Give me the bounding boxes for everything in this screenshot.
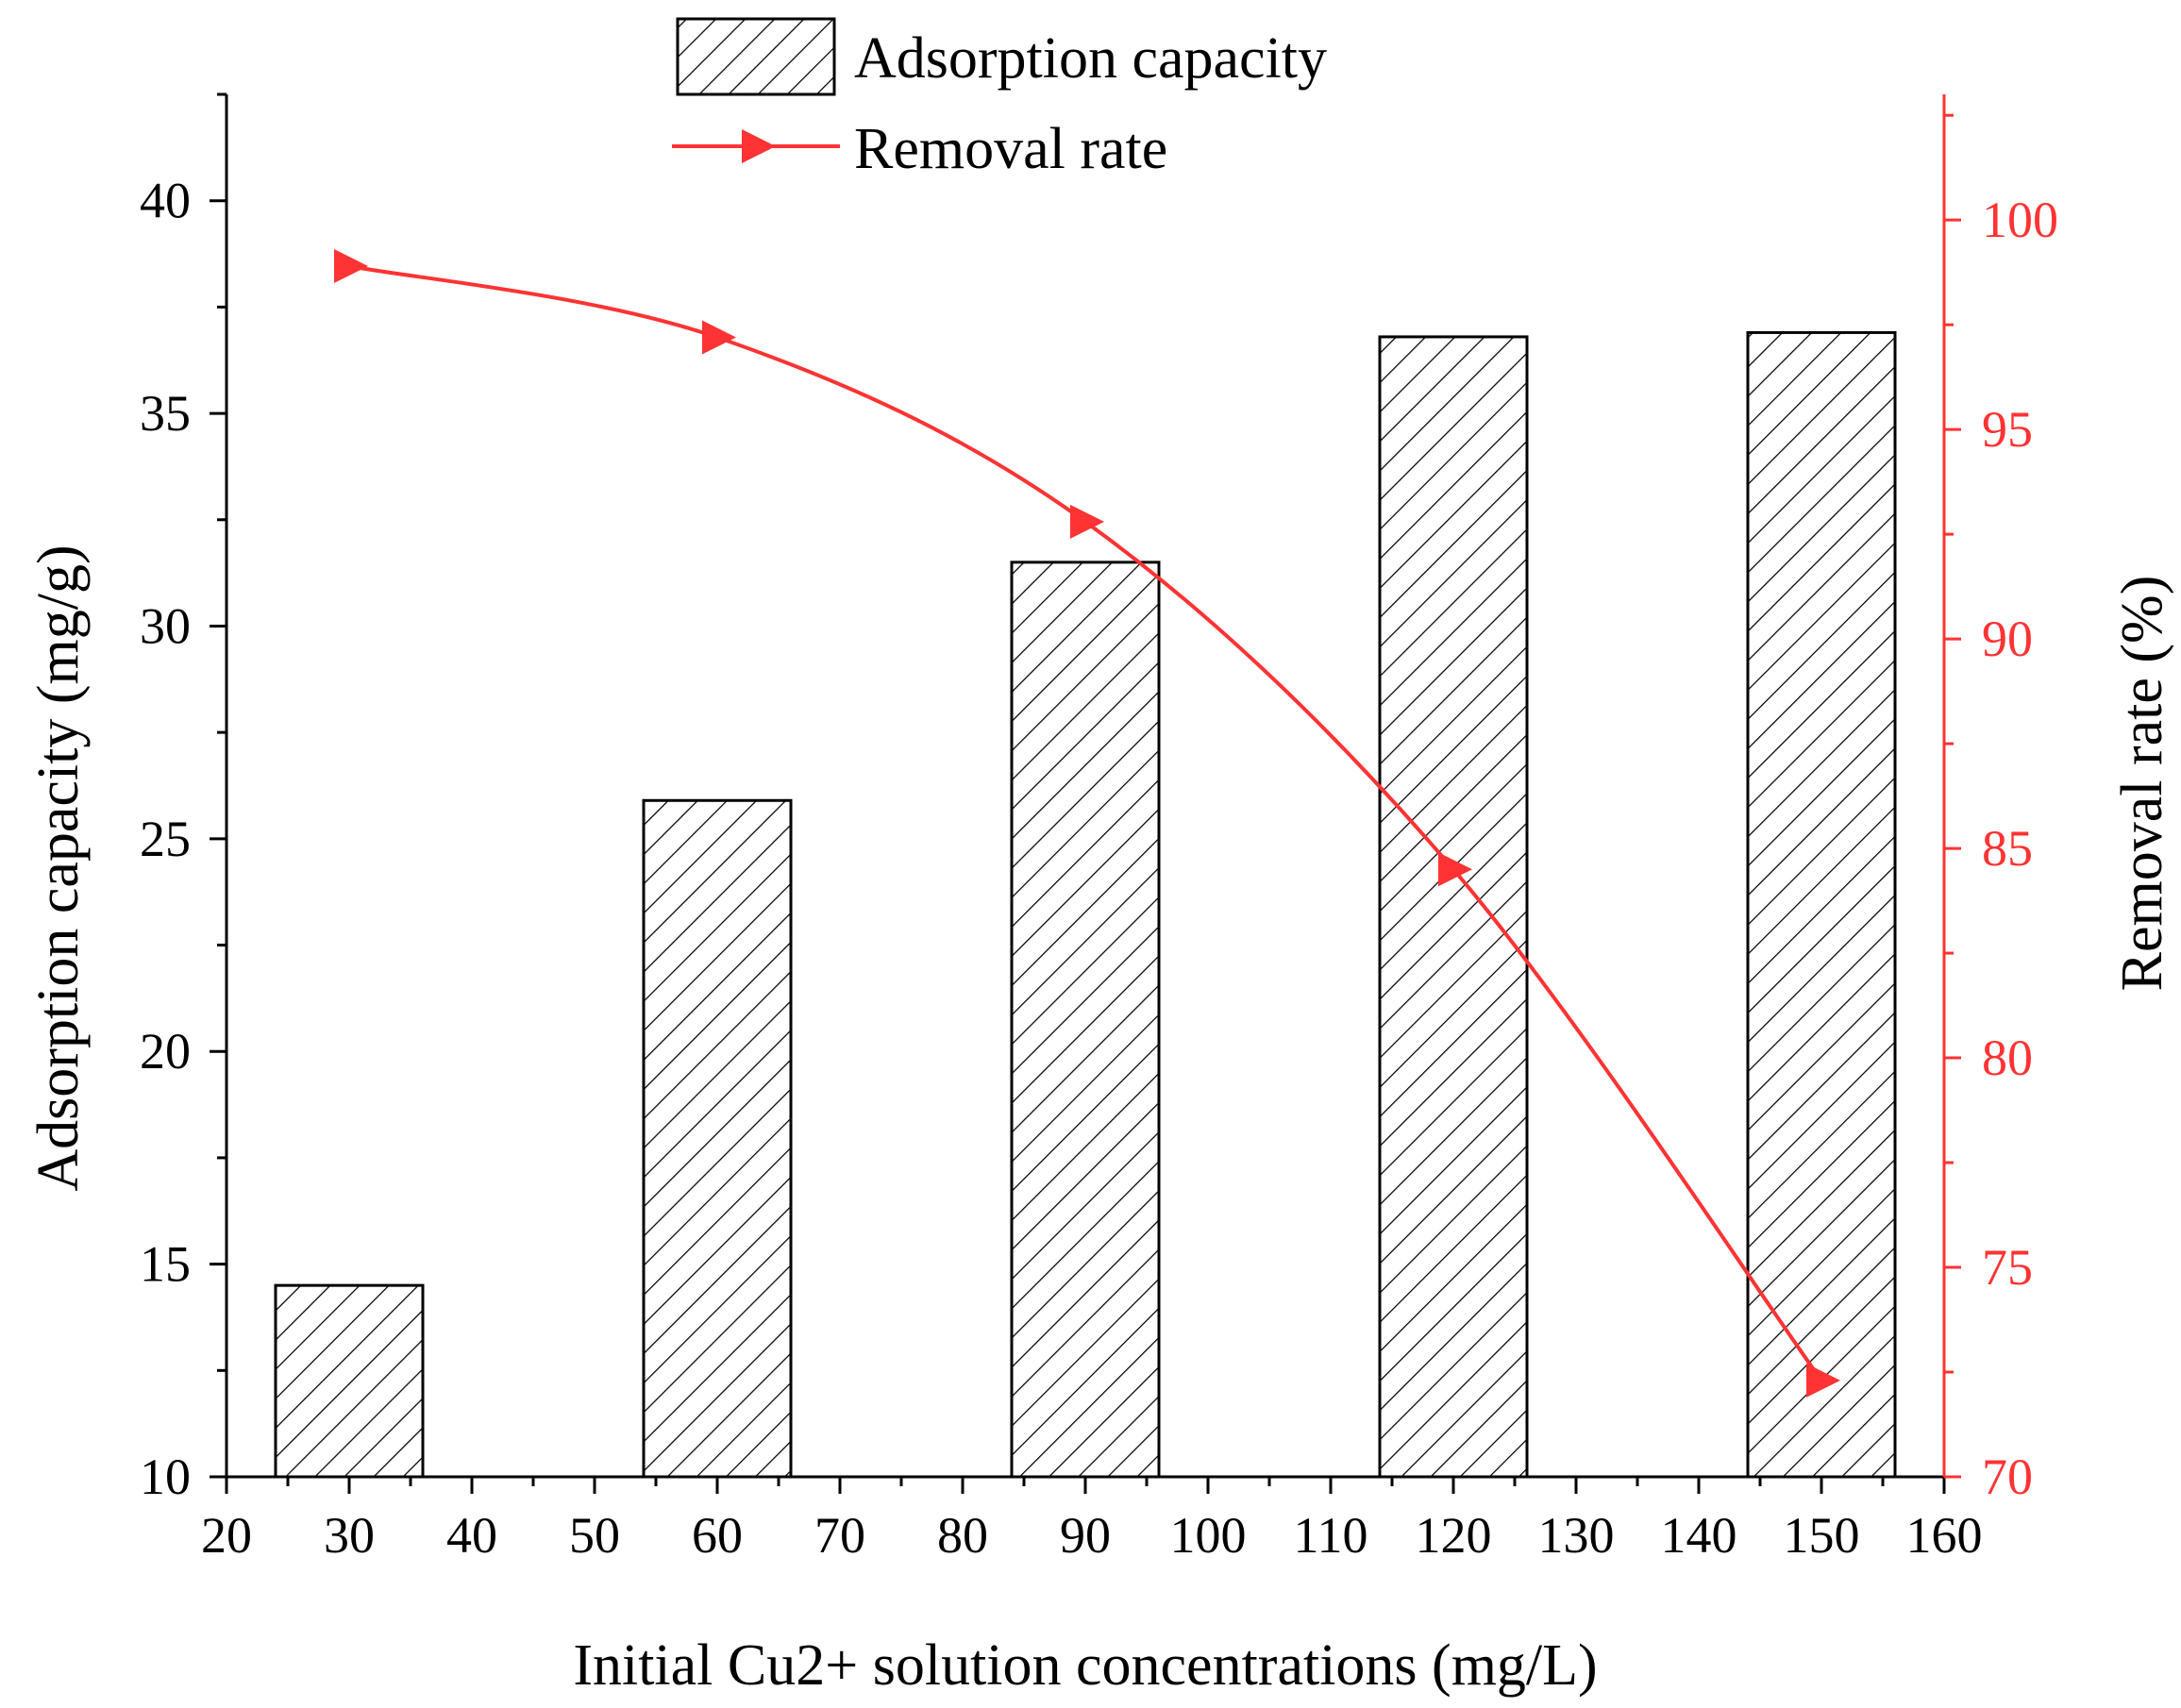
legend-label-adsorption: Adsorption capacity: [854, 26, 1327, 91]
left-y-tick-label: 30: [140, 597, 191, 654]
x-axis-ticks: 20 30 40 50 60 70 80 90 100 110 120 130 140 150 160: [201, 1477, 1983, 1564]
left-axis-ticks: 10 15 20 25 30 35 40: [140, 92, 226, 1505]
x-tick-label: 70: [814, 1507, 865, 1564]
bar: [1010, 561, 1161, 1479]
right-y-tick-label: 70: [1982, 1448, 2033, 1505]
removal-rate-point: [334, 249, 368, 284]
right-axis-ticks: 70 75 80 85 90 95 100: [1944, 113, 2058, 1505]
x-tick-label: 100: [1170, 1507, 1247, 1564]
x-tick-label: 140: [1661, 1507, 1737, 1564]
x-tick-label: 40: [446, 1507, 497, 1564]
left-y-tick-label: 10: [140, 1448, 191, 1505]
x-tick-label: 130: [1538, 1507, 1615, 1564]
right-y-tick-label: 85: [1982, 820, 2033, 877]
left-y-tick-label: 15: [140, 1236, 191, 1293]
removal-rate-point: [702, 320, 736, 355]
bar-series: [274, 330, 1897, 1479]
bar: [274, 1283, 425, 1479]
removal-rate-markers: [334, 249, 1840, 1398]
right-y-tick-label: 75: [1982, 1239, 2033, 1296]
bar: [642, 798, 793, 1479]
left-y-tick-label: 35: [140, 385, 191, 442]
right-y-tick-label: 95: [1982, 401, 2033, 458]
removal-rate-point: [1806, 1363, 1840, 1398]
x-tick-label: 30: [324, 1507, 375, 1564]
right-axis-label: Removal rate (%): [2110, 576, 2174, 992]
legend: Adsorption capacity Removal rate: [672, 17, 1327, 181]
right-y-tick-label: 90: [1982, 611, 2033, 667]
x-tick-label: 120: [1416, 1507, 1492, 1564]
right-y-tick-label: 100: [1982, 192, 2058, 248]
bar: [1378, 335, 1529, 1479]
x-tick-label: 50: [569, 1507, 620, 1564]
x-tick-label: 110: [1294, 1507, 1368, 1564]
x-tick-label: 80: [937, 1507, 988, 1564]
x-tick-label: 90: [1060, 1507, 1111, 1564]
removal-rate-point: [1438, 852, 1472, 887]
legend-swatch-removal-marker: [742, 129, 776, 163]
removal-rate-point: [1070, 504, 1104, 539]
left-axis-label: Adsorption capacity (mg/g): [26, 544, 91, 1191]
removal-rate-line: [348, 264, 1823, 1382]
right-y-tick-label: 80: [1982, 1030, 2033, 1086]
x-tick-label: 60: [692, 1507, 743, 1564]
x-tick-label: 20: [201, 1507, 252, 1564]
x-axis-label: Initial Cu2+ solution concentrations (mg…: [573, 1633, 1597, 1698]
left-y-tick-label: 25: [140, 811, 191, 867]
legend-label-removal: Removal rate: [854, 117, 1167, 181]
left-y-tick-label: 20: [140, 1023, 191, 1080]
x-tick-label: 150: [1784, 1507, 1860, 1564]
legend-swatch-adsorption: [676, 17, 836, 96]
bar: [1746, 330, 1897, 1479]
x-tick-label: 160: [1906, 1507, 1983, 1564]
left-y-tick-label: 40: [140, 173, 191, 229]
